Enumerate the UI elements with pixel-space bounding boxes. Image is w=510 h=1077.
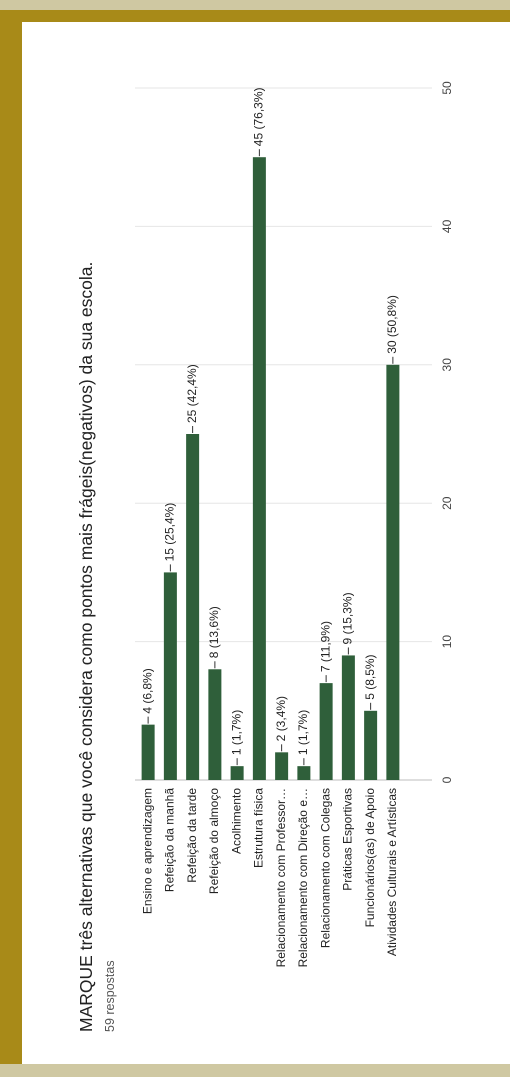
bars-layer: [141, 157, 400, 780]
category-label: Funcionários(as) de Apoio: [363, 788, 377, 928]
bar: [230, 766, 244, 780]
data-label: 7 (11,9%): [318, 621, 332, 672]
chart-card: MARQUE três alternativas que você consid…: [22, 22, 510, 1064]
category-label: Atividades Culturais e Artísticas: [385, 788, 399, 956]
bar: [252, 157, 266, 780]
bar: [364, 710, 378, 780]
data-label: 2 (3,4%): [274, 696, 288, 741]
category-label: Ensino e aprendizagem: [140, 788, 154, 914]
chart-svg: MARQUE três alternativas que você consid…: [76, 81, 454, 1032]
category-label: Refeição do almoço: [207, 788, 221, 894]
data-label: 15 (25,4%): [163, 503, 177, 562]
bar: [386, 364, 400, 780]
category-label: Refeição da manhã: [163, 788, 177, 892]
chart-subtitle: 59 respostas: [103, 960, 117, 1032]
value-tick-label: 50: [440, 81, 454, 95]
data-label: 25 (42,4%): [185, 364, 199, 423]
category-label: Refeição da tarde: [185, 788, 199, 883]
category-label: Relacionamento com Colegas: [318, 788, 332, 948]
data-label: 8 (13,6%): [207, 606, 221, 658]
category-label: Relacionamento com Professor…: [274, 788, 288, 967]
data-label: 30 (50,8%): [385, 295, 399, 354]
bar: [163, 572, 177, 780]
category-label: Estrutura física: [252, 788, 266, 868]
bar: [341, 655, 355, 780]
data-label: 9 (15,3%): [341, 592, 355, 644]
value-tick-label: 20: [440, 496, 454, 510]
category-label: Relacionamento com Direção e…: [296, 788, 310, 967]
value-tick-label: 40: [440, 219, 454, 233]
ticks-layer: 0 10 20 30 40 50: [440, 81, 454, 783]
bar: [141, 724, 155, 780]
data-label: 45 (76,3%): [252, 87, 266, 146]
bar: [186, 434, 200, 780]
bar: [208, 669, 222, 780]
data-label: 4 (6,8%): [140, 668, 154, 713]
data-label: 1 (1,7%): [229, 710, 243, 755]
frame-bottom-strip: [0, 1064, 510, 1077]
data-label: 5 (8,5%): [363, 654, 377, 699]
value-tick-label: 0: [440, 776, 454, 783]
bar: [275, 752, 289, 780]
category-label: Práticas Esportivas: [341, 788, 355, 891]
data-label: 1 (1,7%): [296, 710, 310, 755]
bar: [319, 683, 333, 780]
grid-layer: [135, 87, 432, 781]
value-tick-label: 10: [440, 635, 454, 649]
frame-top-strip: [0, 0, 510, 10]
chart-title: MARQUE três alternativas que você consid…: [76, 262, 96, 1032]
category-label: Acolhimento: [229, 788, 243, 854]
value-tick-label: 30: [440, 358, 454, 372]
bar: [297, 766, 311, 780]
labels-layer: 4 (6,8%) Ensino e aprendizagem 15 (25,4%) R…: [140, 87, 399, 967]
